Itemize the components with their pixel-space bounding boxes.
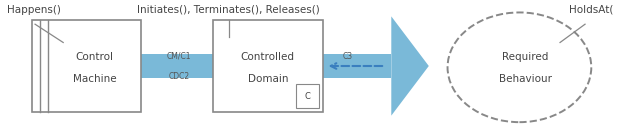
Text: Controlled: Controlled (241, 52, 295, 62)
Polygon shape (391, 16, 429, 116)
Text: C: C (305, 91, 310, 101)
Text: Domain: Domain (248, 74, 288, 84)
Text: Control: Control (76, 52, 113, 62)
Bar (32, 20, 141, 112)
Text: C3: C3 (342, 52, 352, 61)
Ellipse shape (448, 12, 591, 122)
Bar (213, 20, 322, 112)
Text: Machine: Machine (73, 74, 117, 84)
Bar (296, 84, 319, 108)
Text: Behaviour: Behaviour (499, 74, 552, 84)
Text: Required: Required (502, 52, 549, 62)
Polygon shape (141, 54, 391, 78)
Text: Initiates(), Terminates(), Releases(): Initiates(), Terminates(), Releases() (137, 5, 320, 15)
Text: CM/C1: CM/C1 (167, 52, 191, 61)
Text: Happens(): Happens() (7, 5, 61, 15)
Text: CDC2: CDC2 (168, 72, 189, 81)
Text: HoldsAt(: HoldsAt( (569, 5, 614, 15)
